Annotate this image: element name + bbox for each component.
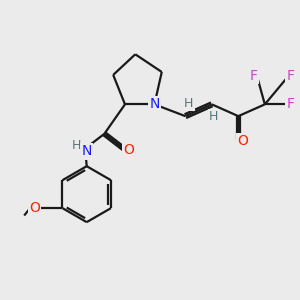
Text: O: O	[29, 201, 40, 215]
Text: O: O	[123, 143, 134, 157]
Text: H: H	[72, 139, 81, 152]
Text: H: H	[208, 110, 218, 123]
Text: N: N	[149, 98, 160, 111]
Text: O: O	[237, 134, 248, 148]
Text: F: F	[286, 69, 295, 83]
Text: H: H	[184, 97, 194, 110]
Text: N: N	[82, 145, 92, 158]
Text: F: F	[250, 69, 258, 83]
Text: F: F	[286, 98, 295, 111]
